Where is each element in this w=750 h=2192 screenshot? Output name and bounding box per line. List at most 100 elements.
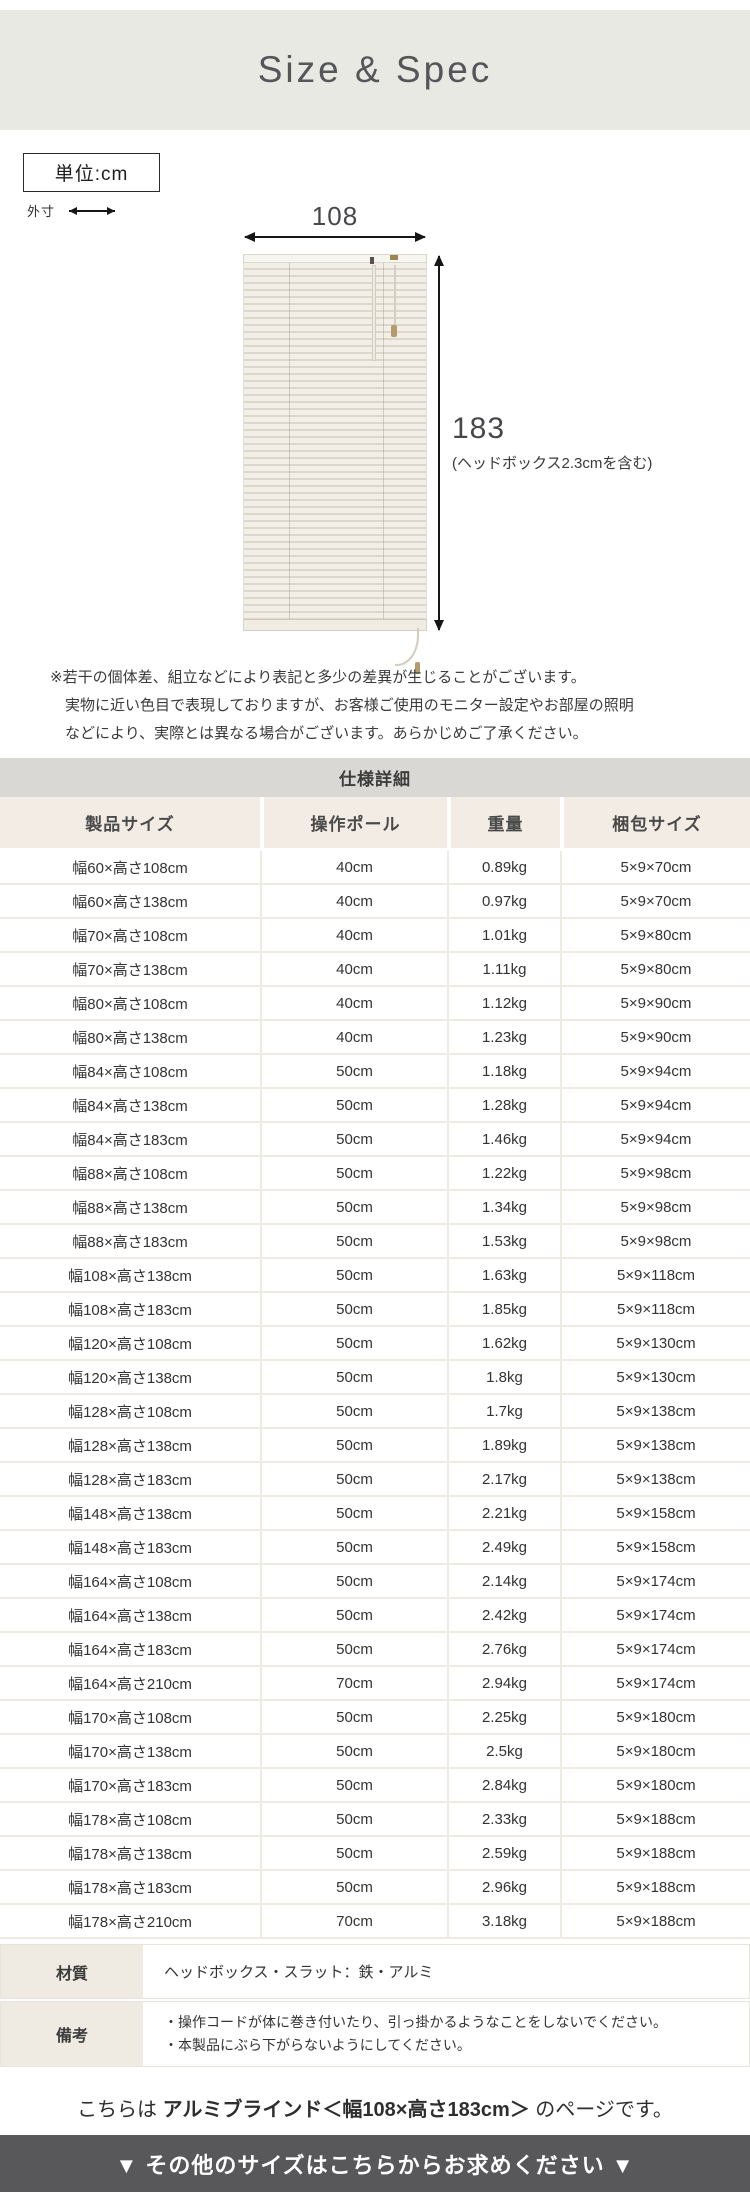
spec-cell: 50cm [260,1259,447,1293]
spec-cell: 50cm [260,1157,447,1191]
spec-cell: 幅178×高さ108cm [0,1803,260,1837]
spec-cell: 5×9×180cm [560,1769,750,1803]
spec-cell: 40cm [260,919,447,953]
spec-table-body: 幅60×高さ108cm 40cm 0.89kg 5×9×70cm 幅60×高さ138cm… [0,851,750,1939]
spec-row: 幅148×高さ138cm 50cm 2.21kg 5×9×158cm [0,1497,750,1531]
spec-cell: 幅128×高さ108cm [0,1395,260,1429]
spec-cell: 幅84×高さ183cm [0,1123,260,1157]
spec-cell: 幅148×高さ138cm [0,1497,260,1531]
spec-cell: 5×9×188cm [560,1905,750,1939]
spec-cell: 50cm [260,1769,447,1803]
spec-row: 幅108×高さ183cm 50cm 1.85kg 5×9×118cm [0,1293,750,1327]
height-dimension-note: (ヘッドボックス2.3cmを含む) [452,455,653,472]
outer-dimension-legend: 外寸 [27,201,116,220]
spec-cell: 幅178×高さ138cm [0,1837,260,1871]
spec-cell: 5×9×158cm [560,1497,750,1531]
column-header-weight: 重量 [447,797,560,851]
spec-cell: 5×9×138cm [560,1395,750,1429]
spec-cell: 40cm [260,953,447,987]
spec-cell: 1.8kg [447,1361,560,1395]
spec-cell: 50cm [260,1225,447,1259]
spec-row: 幅164×高さ210cm 70cm 2.94kg 5×9×174cm [0,1667,750,1701]
spec-row: 幅88×高さ183cm 50cm 1.53kg 5×9×98cm [0,1225,750,1259]
spec-row: 幅70×高さ138cm 40cm 1.11kg 5×9×80cm [0,953,750,987]
spec-cell: 2.14kg [447,1565,560,1599]
spec-cell: 1.53kg [447,1225,560,1259]
spec-cell: 40cm [260,1021,447,1055]
spec-cell: 50cm [260,1463,447,1497]
spec-cell: 50cm [260,1803,447,1837]
spec-cell: 0.97kg [447,885,560,919]
spec-cell: 50cm [260,1871,447,1905]
blind-headbox [243,254,427,263]
double-arrow-icon [69,206,116,215]
spec-cell: 幅170×高さ183cm [0,1769,260,1803]
notes-row: 備考 ・操作コードが体に巻き付いたり、引っ掛かるようなことをしないでください。 … [0,2001,750,2067]
spec-cell: 幅80×高さ138cm [0,1021,260,1055]
spec-cell: 幅164×高さ108cm [0,1565,260,1599]
spec-cell: 40cm [260,987,447,1021]
spec-cell: 幅84×高さ108cm [0,1055,260,1089]
spec-row: 幅128×高さ108cm 50cm 1.7kg 5×9×138cm [0,1395,750,1429]
spec-row: 幅164×高さ138cm 50cm 2.42kg 5×9×174cm [0,1599,750,1633]
spec-cell: 幅164×高さ183cm [0,1633,260,1667]
spec-cell: 5×9×90cm [560,987,750,1021]
spec-cell: 50cm [260,1735,447,1769]
spec-cell: 1.34kg [447,1191,560,1225]
spec-cell: 幅120×高さ138cm [0,1361,260,1395]
spec-row: 幅80×高さ108cm 40cm 1.12kg 5×9×90cm [0,987,750,1021]
spec-cell: 5×9×94cm [560,1123,750,1157]
spec-cell: 5×9×138cm [560,1463,750,1497]
spec-cell: 1.01kg [447,919,560,953]
spec-row: 幅60×高さ108cm 40cm 0.89kg 5×9×70cm [0,851,750,885]
notes-line: ・本製品にぶら下がらないようにしてください。 [164,2037,471,2053]
spec-row: 幅178×高さ138cm 50cm 2.59kg 5×9×188cm [0,1837,750,1871]
spec-cell: 幅128×高さ138cm [0,1429,260,1463]
spec-row: 幅178×高さ210cm 70cm 3.18kg 5×9×188cm [0,1905,750,1939]
spec-cell: 幅148×高さ183cm [0,1531,260,1565]
blind-cordlock [390,255,398,260]
spec-cell: 5×9×98cm [560,1225,750,1259]
spec-cell: 40cm [260,851,447,885]
spec-cell: 2.21kg [447,1497,560,1531]
spec-row: 幅170×高さ138cm 50cm 2.5kg 5×9×180cm [0,1735,750,1769]
spec-cell: 幅178×高さ183cm [0,1871,260,1905]
spec-cell: 幅164×高さ138cm [0,1599,260,1633]
spec-cell: 5×9×80cm [560,919,750,953]
spec-cell: 5×9×94cm [560,1055,750,1089]
spec-row: 幅178×高さ108cm 50cm 2.33kg 5×9×188cm [0,1803,750,1837]
spec-cell: 50cm [260,1531,447,1565]
spec-row: 幅88×高さ108cm 50cm 1.22kg 5×9×98cm [0,1157,750,1191]
spec-cell: 50cm [260,1599,447,1633]
column-header-pole: 操作ポール [260,797,447,851]
notes-label: 備考 [1,2002,146,2066]
spec-cell: 50cm [260,1497,447,1531]
spec-cell: 1.62kg [447,1327,560,1361]
spec-cell: 5×9×174cm [560,1565,750,1599]
spec-cell: 50cm [260,1837,447,1871]
spec-cell: 5×9×118cm [560,1259,750,1293]
spec-cell: 1.89kg [447,1429,560,1463]
spec-cell: 2.59kg [447,1837,560,1871]
spec-cell: 幅120×高さ108cm [0,1327,260,1361]
material-value: ヘッドボックス・スラット：鉄・アルミ [164,1964,434,1981]
spec-cell: 5×9×130cm [560,1327,750,1361]
spec-cell: 幅164×高さ210cm [0,1667,260,1701]
spec-row: 幅88×高さ138cm 50cm 1.34kg 5×9×98cm [0,1191,750,1225]
spec-row: 幅170×高さ108cm 50cm 2.25kg 5×9×180cm [0,1701,750,1735]
blind-cord-loop [395,628,419,666]
spec-cell: 2.84kg [447,1769,560,1803]
spec-cell: 5×9×94cm [560,1089,750,1123]
spec-table-title: 仕様詳細 [0,758,750,797]
spec-row: 幅178×高さ183cm 50cm 2.96kg 5×9×188cm [0,1871,750,1905]
height-dimension-value: 183 [452,412,506,445]
spec-cell: 1.18kg [447,1055,560,1089]
column-header-product-size: 製品サイズ [0,797,260,851]
spec-row: 幅148×高さ183cm 50cm 2.49kg 5×9×158cm [0,1531,750,1565]
spec-cell: 5×9×174cm [560,1599,750,1633]
spec-cell: 5×9×188cm [560,1871,750,1905]
spec-cell: 1.11kg [447,953,560,987]
spec-cell: 幅80×高さ108cm [0,987,260,1021]
other-sizes-banner-link[interactable]: ▼ その他のサイズはこちらからお求めください ▼ [0,2135,750,2192]
